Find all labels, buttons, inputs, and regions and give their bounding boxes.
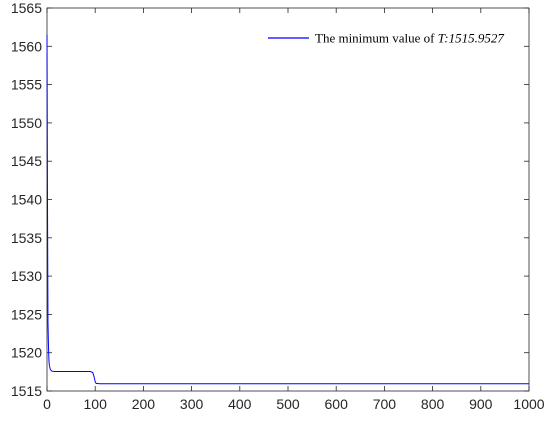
x-tick-label: 800 <box>421 396 445 412</box>
y-tick-label: 1565 <box>11 0 42 16</box>
x-tick-label: 1000 <box>513 396 544 412</box>
y-tick-label: 1550 <box>11 115 42 131</box>
y-tick-label: 1525 <box>11 306 42 322</box>
axis-ticks <box>46 7 530 392</box>
x-tick-label: 400 <box>228 396 252 412</box>
legend-label: The minimum value of T:1515.9527 <box>315 31 504 46</box>
series-layer <box>46 34 529 385</box>
y-tick-label: 1530 <box>11 268 42 284</box>
y-tick-label: 1520 <box>11 345 42 361</box>
y-tick-label: 1515 <box>11 383 42 399</box>
x-tick-label: 300 <box>180 396 204 412</box>
x-tick-label: 600 <box>325 396 349 412</box>
x-tick-label: 700 <box>373 396 397 412</box>
y-tick-label: 1535 <box>11 230 42 246</box>
y-tick-label: 1540 <box>11 192 42 208</box>
legend: The minimum value of T:1515.9527 <box>268 31 504 46</box>
series-line <box>46 34 529 385</box>
axis-tick-labels: 0 100 200 300 400 500 600 700 800 900 1000 1515 1520… <box>11 0 545 412</box>
x-tick-label: 900 <box>469 396 493 412</box>
y-tick-label: 1545 <box>11 153 42 169</box>
y-tick-label: 1555 <box>11 77 42 93</box>
legend-variable: T <box>438 31 446 46</box>
legend-value: :1515.9527 <box>444 31 504 46</box>
x-tick-label: 500 <box>276 396 300 412</box>
x-tick-label: 200 <box>132 396 156 412</box>
x-tick-label: 0 <box>43 396 51 412</box>
legend-prefix: The minimum value of <box>315 31 438 46</box>
y-tick-label: 1560 <box>11 38 42 54</box>
plot-area <box>46 7 530 392</box>
x-tick-label: 100 <box>84 396 108 412</box>
